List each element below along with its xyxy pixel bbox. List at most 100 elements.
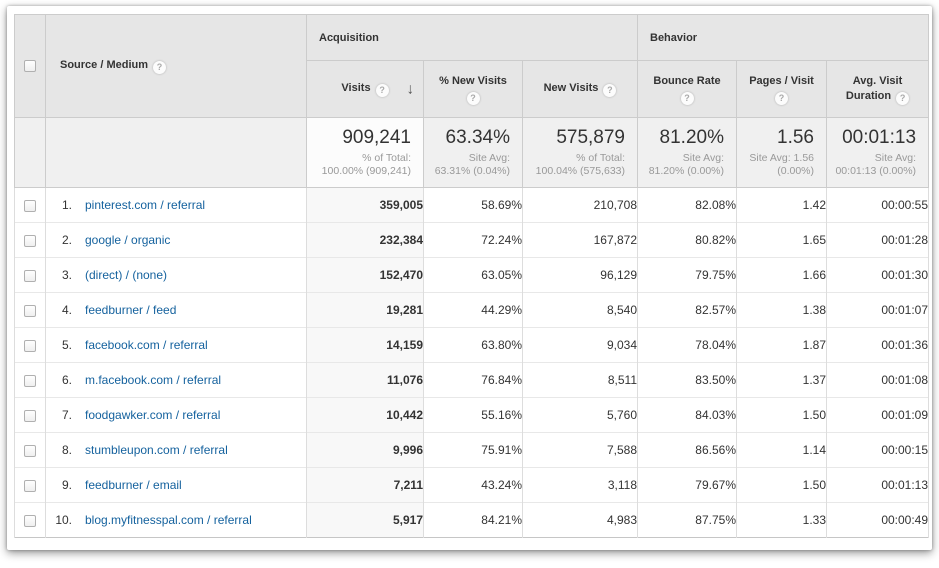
summary-pct-new-visits-value: 63.34% bbox=[445, 127, 510, 148]
row-rank: 6. bbox=[61, 373, 72, 387]
row-rank: 5. bbox=[61, 338, 72, 352]
help-icon[interactable]: ? bbox=[680, 91, 694, 105]
source-medium-label: Source / Medium bbox=[60, 58, 149, 71]
acquisition-label: Acquisition bbox=[319, 31, 379, 44]
row-checkbox[interactable] bbox=[24, 444, 36, 457]
summary-avg-visit-duration-sub1: Site Avg: bbox=[874, 152, 917, 164]
new-visits-cell: 8,511 bbox=[522, 362, 638, 398]
summary-pages-per-visit-value: 1.56 bbox=[777, 127, 814, 148]
summary-pages-per-visit: 1.56 Site Avg: 1.56 (0.00%) bbox=[736, 117, 827, 188]
column-header-pages-per-visit[interactable]: Pages / Visit ? bbox=[736, 60, 827, 118]
pct-new-visits-cell: 44.29% bbox=[423, 292, 523, 328]
pages-per-visit-cell: 1.33 bbox=[736, 502, 827, 538]
summary-new-visits-sub2: 100.04% (575,633) bbox=[535, 165, 625, 177]
avg-visit-duration-cell: 00:01:07 bbox=[825, 292, 930, 328]
column-header-avg-visit-duration[interactable]: Avg. Visit Duration? bbox=[825, 60, 930, 118]
new-visits-label: New Visits bbox=[543, 82, 599, 94]
pages-per-visit-cell: 1.87 bbox=[736, 327, 827, 363]
source-medium-link[interactable]: pinterest.com / referral bbox=[85, 198, 206, 212]
help-icon[interactable]: ? bbox=[466, 91, 480, 105]
pct-new-visits-cell: 75.91% bbox=[423, 432, 523, 468]
source-medium-link[interactable]: google / organic bbox=[85, 233, 171, 247]
source-medium-link[interactable]: m.facebook.com / referral bbox=[85, 373, 222, 387]
select-all-cell bbox=[14, 14, 46, 118]
row-rank: 7. bbox=[61, 408, 72, 422]
source-medium-link[interactable]: facebook.com / referral bbox=[85, 338, 208, 352]
pages-per-visit-cell: 1.42 bbox=[736, 187, 827, 223]
bounce-rate-cell: 79.67% bbox=[637, 467, 737, 503]
row-checkbox[interactable] bbox=[24, 409, 36, 422]
pages-per-visit-cell: 1.38 bbox=[736, 292, 827, 328]
row-rank: 8. bbox=[61, 443, 72, 457]
summary-bounce-rate-value: 81.20% bbox=[659, 127, 724, 148]
column-header-pct-new-visits[interactable]: % New Visits ? bbox=[423, 60, 523, 118]
source-medium-link[interactable]: feedburner / feed bbox=[85, 303, 177, 317]
table-row: 6. m.facebook.com / referral 11,076 76.84… bbox=[14, 362, 930, 398]
bounce-rate-cell: 84.03% bbox=[637, 397, 737, 433]
avg-visit-duration-label-line2: Duration bbox=[845, 89, 892, 102]
source-medium-link[interactable]: stumbleupon.com / referral bbox=[85, 443, 228, 457]
source-medium-link[interactable]: foodgawker.com / referral bbox=[85, 408, 221, 422]
source-medium-link[interactable]: blog.myfitnesspal.com / referral bbox=[85, 513, 252, 527]
new-visits-cell: 167,872 bbox=[522, 222, 638, 258]
pct-new-visits-cell: 43.24% bbox=[423, 467, 523, 503]
summary-pct-new-visits: 63.34% Site Avg: 63.31% (0.04%) bbox=[423, 117, 523, 188]
column-header-source-medium[interactable]: Source / Medium? bbox=[45, 14, 307, 118]
column-header-new-visits[interactable]: New Visits? bbox=[522, 60, 638, 118]
row-checkbox[interactable] bbox=[24, 514, 36, 527]
source-medium-table: Source / Medium? Acquisition Behavior Vi… bbox=[14, 14, 930, 538]
row-checkbox[interactable] bbox=[24, 374, 36, 387]
column-header-visits[interactable]: Visits? ↓ bbox=[306, 60, 424, 118]
new-visits-cell: 8,540 bbox=[522, 292, 638, 328]
pages-per-visit-label: Pages / Visit bbox=[749, 74, 814, 87]
row-checkbox[interactable] bbox=[24, 234, 36, 247]
table-row: 7. foodgawker.com / referral 10,442 55.16… bbox=[14, 397, 930, 433]
pages-per-visit-cell: 1.66 bbox=[736, 257, 827, 293]
help-icon[interactable]: ? bbox=[896, 91, 910, 105]
bounce-rate-cell: 79.75% bbox=[637, 257, 737, 293]
sort-descending-icon[interactable]: ↓ bbox=[406, 80, 415, 98]
summary-pct-new-visits-sub2: 63.31% (0.04%) bbox=[434, 165, 510, 177]
pages-per-visit-cell: 1.14 bbox=[736, 432, 827, 468]
summary-visits: 909,241 % of Total: 100.00% (909,241) bbox=[306, 117, 424, 188]
visits-cell: 359,005 bbox=[306, 187, 424, 223]
avg-visit-duration-cell: 00:01:13 bbox=[825, 467, 930, 503]
pct-new-visits-cell: 55.16% bbox=[423, 397, 523, 433]
group-header-behavior: Behavior bbox=[636, 14, 930, 61]
source-medium-link[interactable]: feedburner / email bbox=[85, 478, 182, 492]
row-rank: 9. bbox=[61, 478, 72, 492]
help-icon[interactable]: ? bbox=[153, 60, 167, 74]
row-checkbox[interactable] bbox=[24, 304, 36, 317]
summary-bounce-rate: 81.20% Site Avg: 81.20% (0.00%) bbox=[637, 117, 737, 188]
bounce-rate-cell: 86.56% bbox=[637, 432, 737, 468]
pct-new-visits-label: % New Visits bbox=[439, 74, 507, 87]
visits-cell: 5,917 bbox=[306, 502, 424, 538]
source-medium-link[interactable]: (direct) / (none) bbox=[85, 268, 168, 282]
select-all-checkbox[interactable] bbox=[24, 60, 36, 73]
visits-cell: 10,442 bbox=[306, 397, 424, 433]
new-visits-cell: 96,129 bbox=[522, 257, 638, 293]
help-icon[interactable]: ? bbox=[375, 84, 389, 97]
help-icon[interactable]: ? bbox=[603, 84, 617, 97]
summary-visits-value: 909,241 bbox=[342, 127, 411, 148]
avg-visit-duration-cell: 00:01:08 bbox=[825, 362, 930, 398]
row-checkbox[interactable] bbox=[24, 479, 36, 492]
table-row: 4. feedburner / feed 19,281 44.29% 8,540 … bbox=[14, 292, 930, 328]
help-icon[interactable]: ? bbox=[775, 91, 788, 105]
summary-row: 909,241 % of Total: 100.00% (909,241) 63.… bbox=[14, 117, 930, 188]
row-checkbox[interactable] bbox=[24, 269, 36, 282]
new-visits-cell: 5,760 bbox=[522, 397, 638, 433]
visits-cell: 9,996 bbox=[306, 432, 424, 468]
table-row: 2. google / organic 232,384 72.24% 167,87… bbox=[14, 222, 930, 258]
row-checkbox[interactable] bbox=[24, 199, 36, 212]
avg-visit-duration-cell: 00:00:15 bbox=[825, 432, 930, 468]
avg-visit-duration-cell: 00:01:09 bbox=[825, 397, 930, 433]
new-visits-cell: 7,588 bbox=[522, 432, 638, 468]
new-visits-cell: 3,118 bbox=[522, 467, 638, 503]
analytics-report-frame: Source / Medium? Acquisition Behavior Vi… bbox=[7, 6, 932, 550]
visits-cell: 7,211 bbox=[306, 467, 424, 503]
column-header-bounce-rate[interactable]: Bounce Rate ? bbox=[637, 60, 737, 118]
row-rank: 1. bbox=[61, 198, 72, 212]
row-checkbox[interactable] bbox=[24, 339, 36, 352]
summary-new-visits-sub1: % of Total: bbox=[576, 152, 625, 164]
